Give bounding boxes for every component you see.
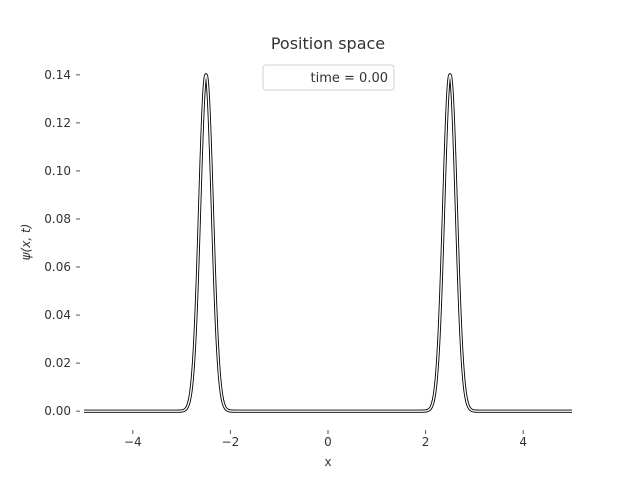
- legend-box: [262, 64, 395, 91]
- y-tick-label: 0.04: [44, 308, 71, 322]
- x-tick-label: 4: [519, 435, 527, 449]
- y-tick-label: 0.00: [44, 404, 71, 418]
- wavefunction-line: [83, 74, 573, 412]
- y-axis-label: ψ(x, t): [19, 224, 33, 261]
- x-tick-label: −2: [222, 435, 240, 449]
- x-tick-label: 2: [422, 435, 430, 449]
- y-tick-label: 0.06: [44, 260, 71, 274]
- y-tick-label: 0.12: [44, 116, 71, 130]
- chart-title: Position space: [271, 34, 385, 53]
- y-tick-label: 0.02: [44, 356, 71, 370]
- y-tick-label: 0.10: [44, 164, 71, 178]
- x-axis-label: x: [324, 455, 331, 469]
- y-axis: 0.00 0.02 0.04 0.06 0.08 0.10 0.12 0.14: [44, 68, 80, 418]
- plot-area: [82, 73, 574, 413]
- x-axis: −4 −2 0 2 4: [124, 430, 527, 449]
- wavefunction-line-outline: [82, 73, 574, 413]
- legend: time = 0.00: [262, 64, 395, 91]
- y-tick-label: 0.08: [44, 212, 71, 226]
- y-tick-label: 0.14: [44, 68, 71, 82]
- x-tick-label: 0: [324, 435, 332, 449]
- legend-entry-time: time = 0.00: [311, 71, 388, 86]
- x-tick-label: −4: [124, 435, 142, 449]
